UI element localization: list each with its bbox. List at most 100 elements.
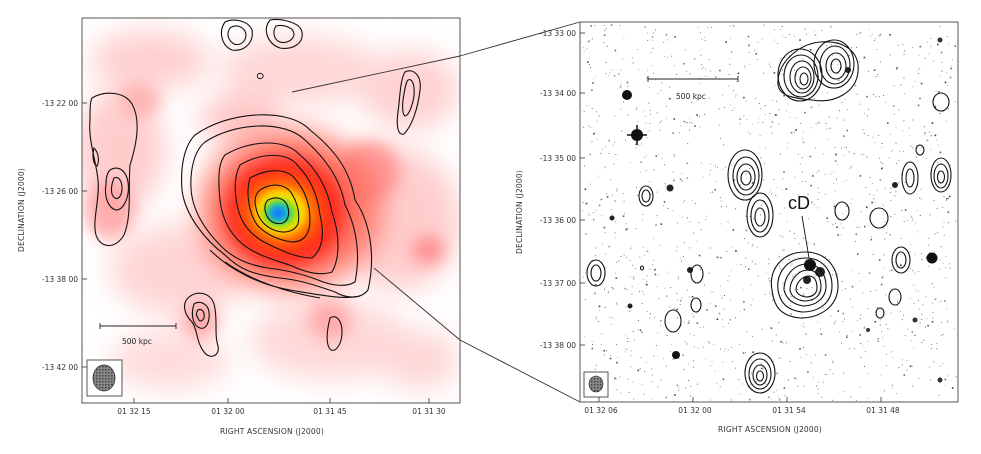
- speckle: [678, 332, 680, 334]
- speckle: [947, 171, 949, 173]
- speckle: [874, 320, 877, 323]
- speckle: [751, 182, 754, 184]
- speckle: [924, 132, 927, 134]
- right-ylabel: DECLINATION (J2000): [515, 170, 524, 254]
- speckle: [698, 116, 700, 117]
- speckle: [872, 136, 874, 138]
- speckle: [683, 62, 685, 65]
- speckle: [761, 328, 763, 330]
- speckle: [782, 282, 784, 284]
- speckle: [802, 294, 805, 297]
- speckle: [710, 365, 712, 367]
- speckle: [686, 162, 689, 165]
- speckle: [950, 67, 952, 70]
- speckle: [769, 280, 771, 282]
- speckle: [866, 115, 868, 117]
- speckle: [630, 162, 632, 163]
- speckle: [680, 260, 682, 262]
- speckle: [649, 123, 651, 124]
- speckle: [763, 179, 765, 181]
- speckle: [637, 49, 639, 51]
- speckle: [594, 368, 596, 370]
- speckle: [831, 63, 833, 65]
- speckle: [795, 117, 797, 119]
- speckle: [583, 50, 585, 52]
- speckle: [646, 281, 648, 282]
- speckle: [849, 348, 851, 350]
- speckle: [763, 163, 765, 165]
- speckle: [863, 113, 865, 114]
- speckle: [595, 318, 597, 320]
- speckle: [803, 385, 805, 387]
- speckle: [939, 113, 941, 114]
- speckle: [743, 308, 746, 311]
- speckle: [672, 210, 674, 212]
- speckle: [590, 126, 592, 128]
- speckle: [864, 366, 866, 367]
- speckle: [594, 283, 597, 286]
- speckle: [583, 276, 584, 278]
- speckle: [743, 96, 745, 99]
- speckle: [646, 361, 648, 363]
- speckle: [595, 209, 597, 211]
- speckle: [755, 98, 757, 100]
- speckle: [762, 122, 764, 124]
- speckle: [707, 341, 709, 343]
- speckle: [712, 191, 714, 193]
- speckle: [732, 25, 735, 27]
- speckle: [890, 151, 892, 153]
- speckle: [605, 73, 607, 75]
- speckle: [860, 314, 862, 316]
- speckle: [604, 231, 606, 233]
- speckle: [723, 144, 725, 146]
- speckle: [744, 65, 746, 67]
- speckle: [874, 201, 876, 203]
- speckle: [799, 39, 801, 41]
- speckle: [583, 47, 584, 49]
- speckle: [603, 167, 605, 169]
- speckle: [655, 224, 657, 226]
- left-xlabel: RIGHT ASCENSION (J2000): [220, 427, 324, 436]
- speckle: [614, 115, 616, 117]
- speckle: [778, 109, 780, 111]
- speckle: [687, 143, 689, 145]
- speckle: [594, 132, 596, 134]
- speckle: [890, 269, 893, 272]
- speckle: [731, 361, 733, 362]
- speckle: [679, 257, 681, 259]
- speckle: [789, 33, 790, 35]
- speckle: [947, 375, 949, 377]
- speckle: [714, 76, 717, 78]
- speckle: [947, 322, 949, 323]
- speckle: [751, 260, 753, 262]
- speckle: [929, 252, 930, 254]
- speckle: [885, 323, 887, 325]
- speckle: [890, 216, 892, 217]
- speckle: [886, 354, 887, 355]
- speckle: [739, 393, 741, 395]
- speckle: [915, 222, 917, 224]
- speckle: [623, 254, 625, 256]
- speckle: [845, 206, 847, 208]
- speckle: [783, 171, 785, 173]
- speckle: [655, 345, 657, 347]
- speckle: [633, 276, 635, 277]
- speckle: [805, 354, 807, 356]
- speckle: [600, 153, 602, 154]
- speckle: [681, 180, 683, 182]
- speckle: [764, 293, 766, 295]
- speckle: [814, 34, 817, 36]
- speckle: [877, 340, 879, 342]
- speckle: [933, 361, 935, 363]
- speckle: [939, 382, 941, 384]
- speckle: [768, 396, 770, 398]
- speckle: [665, 185, 667, 187]
- right-xtick-labels: 01 32 06 01 32 00 01 31 54 01 31 48: [584, 406, 900, 415]
- speckle: [885, 365, 887, 366]
- speckle: [918, 300, 919, 302]
- right-axis-ticks: [580, 32, 882, 402]
- speckle: [673, 308, 675, 309]
- speckle: [759, 175, 761, 177]
- speckle: [685, 122, 687, 124]
- speckle: [867, 373, 869, 374]
